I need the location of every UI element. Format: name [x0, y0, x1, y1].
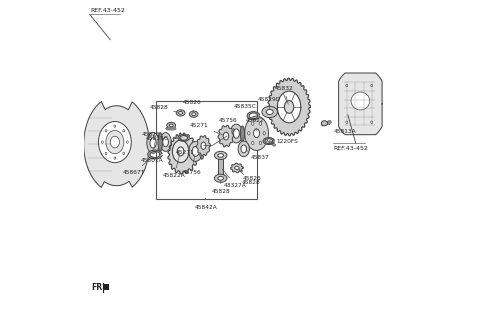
Text: 45826: 45826	[182, 100, 201, 111]
Polygon shape	[218, 125, 234, 147]
Polygon shape	[178, 134, 189, 141]
Text: 45756: 45756	[182, 154, 201, 175]
Ellipse shape	[192, 113, 196, 116]
Text: 45271: 45271	[176, 147, 201, 155]
Ellipse shape	[123, 130, 125, 132]
Text: 45867T: 45867T	[122, 157, 153, 175]
Ellipse shape	[371, 84, 372, 87]
Ellipse shape	[101, 141, 103, 143]
Text: 45822A: 45822A	[163, 154, 186, 178]
Text: 45828: 45828	[239, 170, 260, 185]
Ellipse shape	[123, 152, 125, 154]
Text: 45826: 45826	[239, 170, 262, 181]
Text: REF.43-452: REF.43-452	[90, 8, 125, 13]
Ellipse shape	[163, 137, 168, 147]
Ellipse shape	[110, 136, 120, 148]
Text: 45837: 45837	[246, 150, 270, 160]
Ellipse shape	[192, 146, 199, 156]
Polygon shape	[263, 138, 274, 144]
Ellipse shape	[223, 132, 228, 140]
Ellipse shape	[98, 122, 132, 163]
Polygon shape	[196, 136, 210, 156]
Polygon shape	[168, 133, 198, 174]
Polygon shape	[268, 78, 311, 136]
Ellipse shape	[351, 92, 370, 110]
Ellipse shape	[160, 133, 171, 151]
Ellipse shape	[105, 152, 107, 154]
Text: 45835C: 45835C	[233, 104, 256, 114]
Ellipse shape	[230, 124, 242, 143]
Ellipse shape	[233, 129, 240, 138]
Text: 45801A: 45801A	[141, 142, 163, 163]
Ellipse shape	[105, 130, 107, 132]
Text: FR.: FR.	[92, 283, 106, 292]
Ellipse shape	[285, 101, 294, 113]
Text: 43327A: 43327A	[222, 169, 247, 188]
Text: 45829D: 45829D	[258, 97, 281, 109]
Ellipse shape	[245, 116, 268, 150]
Ellipse shape	[346, 84, 348, 87]
Text: 45835C: 45835C	[146, 136, 181, 141]
Ellipse shape	[248, 132, 250, 135]
Text: 45828: 45828	[149, 105, 178, 112]
Text: 45271: 45271	[190, 123, 223, 135]
Ellipse shape	[259, 141, 262, 145]
Ellipse shape	[215, 174, 227, 182]
Text: 45842A: 45842A	[194, 198, 217, 209]
Ellipse shape	[114, 157, 116, 159]
Ellipse shape	[176, 110, 185, 116]
Ellipse shape	[158, 133, 162, 151]
Bar	[156, 101, 257, 199]
Ellipse shape	[114, 125, 116, 127]
Ellipse shape	[218, 154, 223, 157]
Text: 45756: 45756	[219, 118, 238, 131]
Ellipse shape	[240, 126, 245, 141]
Ellipse shape	[167, 122, 176, 128]
Polygon shape	[230, 163, 243, 173]
Text: 45813A: 45813A	[329, 124, 357, 133]
Ellipse shape	[252, 141, 254, 145]
Ellipse shape	[346, 121, 348, 123]
Ellipse shape	[177, 147, 184, 156]
Ellipse shape	[201, 142, 206, 149]
Text: 1220FS: 1220FS	[269, 139, 299, 144]
Bar	[218, 156, 223, 178]
Text: REF.43-452: REF.43-452	[334, 146, 369, 151]
Ellipse shape	[321, 121, 327, 126]
Polygon shape	[338, 73, 382, 135]
Ellipse shape	[263, 132, 265, 135]
Ellipse shape	[262, 106, 277, 118]
Ellipse shape	[218, 176, 223, 180]
Ellipse shape	[126, 141, 128, 143]
Ellipse shape	[106, 130, 124, 154]
Ellipse shape	[266, 110, 273, 115]
Ellipse shape	[253, 129, 260, 138]
Ellipse shape	[200, 143, 204, 159]
Bar	[103, 284, 109, 290]
Ellipse shape	[235, 166, 239, 170]
Text: 45828: 45828	[211, 181, 230, 194]
Ellipse shape	[259, 122, 262, 125]
Ellipse shape	[215, 151, 227, 160]
Text: 45622: 45622	[246, 118, 264, 131]
Ellipse shape	[277, 91, 301, 123]
Text: 45832: 45832	[275, 86, 293, 104]
Ellipse shape	[179, 111, 182, 114]
Ellipse shape	[150, 138, 156, 148]
Ellipse shape	[238, 141, 250, 157]
Ellipse shape	[147, 133, 159, 153]
Ellipse shape	[241, 145, 247, 153]
Text: 45826: 45826	[142, 127, 168, 137]
Ellipse shape	[371, 121, 372, 123]
Polygon shape	[84, 101, 149, 187]
Ellipse shape	[169, 124, 173, 127]
Ellipse shape	[189, 111, 198, 117]
Polygon shape	[148, 150, 162, 159]
Ellipse shape	[189, 141, 203, 161]
Polygon shape	[247, 112, 260, 120]
Ellipse shape	[172, 140, 189, 163]
Ellipse shape	[252, 122, 254, 125]
